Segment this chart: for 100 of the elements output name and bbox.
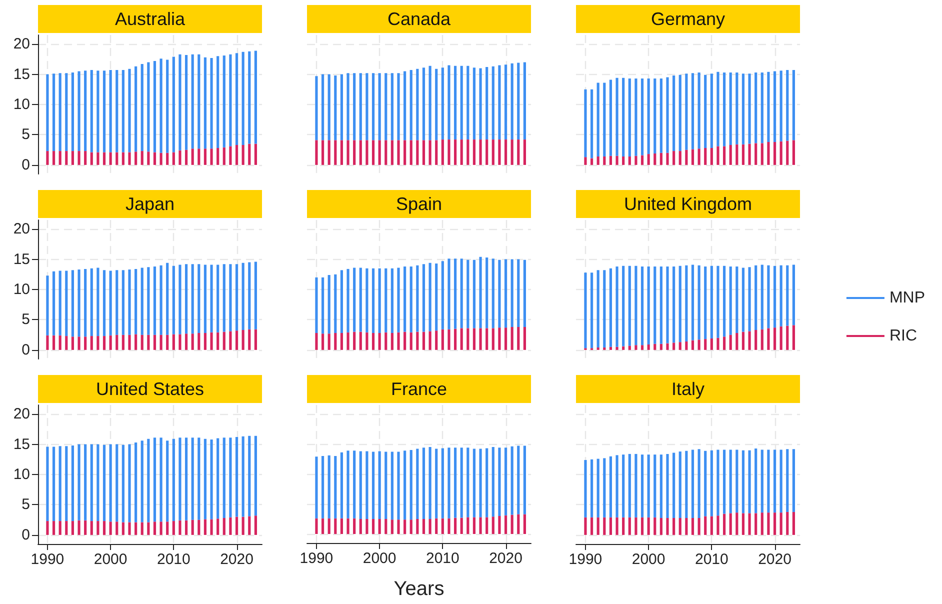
bar bbox=[84, 268, 87, 337]
bar bbox=[678, 266, 682, 342]
bar bbox=[198, 54, 200, 149]
bar bbox=[435, 264, 438, 331]
bar bbox=[660, 266, 662, 344]
bar bbox=[492, 516, 494, 534]
bar bbox=[140, 334, 144, 350]
bar bbox=[435, 68, 438, 140]
bar bbox=[666, 266, 669, 344]
bar bbox=[609, 268, 612, 347]
bar bbox=[510, 63, 514, 140]
bar bbox=[584, 460, 587, 518]
bar bbox=[353, 73, 356, 140]
bar bbox=[96, 152, 100, 165]
bar bbox=[229, 517, 232, 535]
bar bbox=[90, 444, 93, 522]
bar bbox=[372, 268, 375, 334]
bar bbox=[460, 140, 463, 165]
bar bbox=[742, 513, 745, 535]
bar bbox=[346, 450, 350, 518]
bar bbox=[102, 152, 106, 165]
bar bbox=[767, 265, 770, 328]
bar bbox=[666, 518, 669, 535]
bar bbox=[46, 521, 49, 535]
bar bbox=[710, 338, 713, 350]
bar bbox=[704, 339, 707, 350]
bar bbox=[435, 518, 438, 534]
bar bbox=[773, 71, 776, 142]
bar bbox=[628, 346, 631, 350]
bar bbox=[172, 152, 175, 165]
bar bbox=[517, 514, 520, 534]
bar bbox=[71, 270, 74, 337]
bar bbox=[654, 78, 656, 154]
bar bbox=[466, 517, 470, 534]
bar bbox=[140, 522, 144, 535]
bar bbox=[792, 512, 795, 535]
bar bbox=[334, 75, 337, 140]
bar bbox=[172, 521, 175, 535]
bar bbox=[204, 333, 207, 350]
bar bbox=[584, 272, 587, 348]
y-tick-label: 10 bbox=[13, 281, 30, 298]
bar bbox=[504, 64, 508, 140]
bar bbox=[622, 517, 625, 535]
bar bbox=[448, 518, 450, 534]
bar bbox=[96, 444, 100, 522]
bar bbox=[479, 140, 482, 165]
bar bbox=[46, 335, 49, 350]
bar bbox=[359, 451, 362, 519]
bar bbox=[128, 152, 131, 165]
bar bbox=[616, 156, 618, 165]
bar bbox=[691, 264, 694, 340]
bar bbox=[786, 140, 789, 165]
bar bbox=[742, 450, 745, 514]
bar bbox=[472, 328, 476, 350]
bar bbox=[242, 436, 244, 517]
bar bbox=[622, 78, 625, 156]
bar bbox=[128, 522, 131, 535]
x-tick-label: 1990 bbox=[568, 551, 602, 568]
bar bbox=[334, 456, 337, 518]
bar bbox=[628, 454, 631, 518]
bar bbox=[634, 517, 638, 535]
bar bbox=[390, 73, 394, 140]
bar bbox=[248, 144, 251, 165]
bar bbox=[640, 454, 644, 518]
bar bbox=[422, 68, 426, 140]
bar bbox=[590, 272, 594, 348]
bar bbox=[660, 152, 662, 165]
bar bbox=[372, 519, 375, 534]
bar bbox=[153, 438, 156, 522]
bar bbox=[654, 153, 656, 165]
bar bbox=[128, 68, 131, 152]
bar bbox=[102, 444, 106, 522]
bar bbox=[248, 329, 251, 350]
bar bbox=[523, 260, 526, 327]
bar bbox=[584, 157, 587, 165]
bar bbox=[160, 334, 162, 350]
bar bbox=[628, 156, 631, 165]
bar bbox=[384, 140, 388, 165]
bar bbox=[346, 268, 350, 332]
bar bbox=[710, 516, 713, 535]
bar bbox=[102, 521, 106, 535]
bar bbox=[397, 140, 400, 165]
bar bbox=[216, 332, 220, 350]
bar bbox=[410, 140, 412, 165]
bar bbox=[736, 266, 738, 334]
bar bbox=[191, 54, 194, 149]
x-tick-label: 2010 bbox=[694, 551, 728, 568]
x-tick-label: 2010 bbox=[156, 551, 190, 568]
bar bbox=[792, 325, 795, 350]
bar bbox=[422, 264, 426, 332]
bar bbox=[378, 519, 381, 534]
bar bbox=[729, 334, 732, 350]
bar bbox=[184, 334, 188, 350]
bar bbox=[748, 267, 751, 332]
bar bbox=[678, 151, 682, 165]
bar bbox=[722, 146, 726, 165]
legend-label: RIC bbox=[889, 328, 918, 344]
x-tick-label: 1990 bbox=[300, 550, 334, 567]
bar bbox=[166, 334, 169, 350]
bar bbox=[235, 437, 238, 517]
